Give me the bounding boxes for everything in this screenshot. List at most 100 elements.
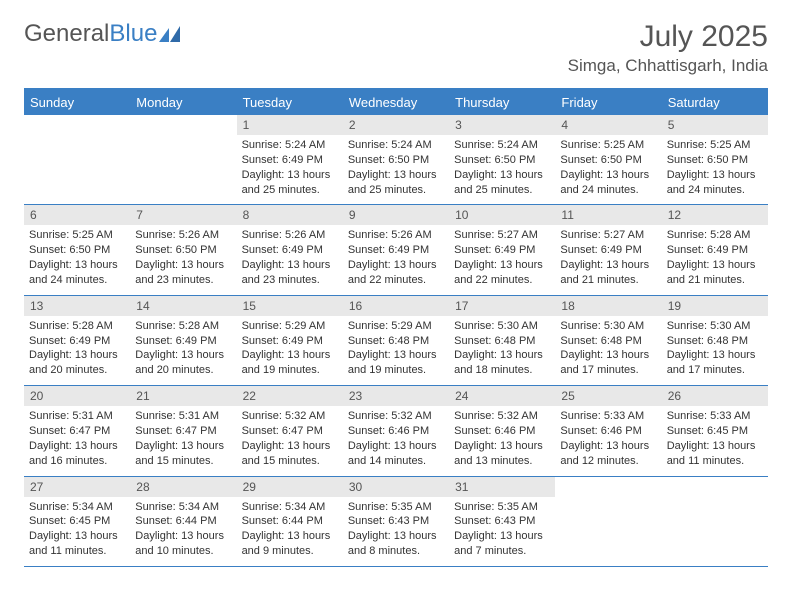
day-ss: Sunset: 6:49 PM — [242, 243, 338, 258]
day-ss: Sunset: 6:48 PM — [667, 334, 763, 349]
day-sr: Sunrise: 5:32 AM — [348, 409, 444, 424]
day-ss: Sunset: 6:44 PM — [135, 514, 231, 529]
day-content — [24, 135, 130, 204]
day-d1: Daylight: 13 hours — [29, 529, 125, 544]
day-d1: Daylight: 13 hours — [29, 258, 125, 273]
day-content: Sunrise: 5:28 AMSunset: 6:49 PMDaylight:… — [24, 316, 130, 385]
day-content: Sunrise: 5:25 AMSunset: 6:50 PMDaylight:… — [24, 225, 130, 294]
day-content: Sunrise: 5:33 AMSunset: 6:46 PMDaylight:… — [555, 406, 661, 475]
day-d2: and 24 minutes. — [667, 183, 763, 198]
day-ss: Sunset: 6:50 PM — [667, 153, 763, 168]
day-d2: and 21 minutes. — [560, 273, 656, 288]
day-d2: and 12 minutes. — [560, 454, 656, 469]
day-number: 3 — [449, 115, 555, 135]
logo-text-2: Blue — [109, 20, 157, 48]
day-d2: and 25 minutes. — [454, 183, 550, 198]
day-number: 28 — [130, 477, 236, 497]
calendar-week: 6789101112Sunrise: 5:25 AMSunset: 6:50 P… — [24, 205, 768, 295]
day-content: Sunrise: 5:31 AMSunset: 6:47 PMDaylight:… — [24, 406, 130, 475]
day-number: 30 — [343, 477, 449, 497]
day-header: Thursday — [449, 90, 555, 115]
day-sr: Sunrise: 5:30 AM — [667, 319, 763, 334]
day-number: 5 — [662, 115, 768, 135]
day-sr: Sunrise: 5:34 AM — [29, 500, 125, 515]
day-d2: and 19 minutes. — [242, 363, 338, 378]
day-number: 6 — [24, 205, 130, 225]
day-ss: Sunset: 6:50 PM — [560, 153, 656, 168]
day-sr: Sunrise: 5:33 AM — [667, 409, 763, 424]
day-d2: and 16 minutes. — [29, 454, 125, 469]
day-content: Sunrise: 5:30 AMSunset: 6:48 PMDaylight:… — [449, 316, 555, 385]
day-sr: Sunrise: 5:25 AM — [667, 138, 763, 153]
day-content: Sunrise: 5:32 AMSunset: 6:46 PMDaylight:… — [343, 406, 449, 475]
day-d1: Daylight: 13 hours — [135, 529, 231, 544]
day-ss: Sunset: 6:49 PM — [242, 334, 338, 349]
day-d1: Daylight: 13 hours — [454, 168, 550, 183]
day-sr: Sunrise: 5:26 AM — [135, 228, 231, 243]
day-sr: Sunrise: 5:28 AM — [29, 319, 125, 334]
day-d2: and 7 minutes. — [454, 544, 550, 559]
day-d1: Daylight: 13 hours — [667, 258, 763, 273]
day-content: Sunrise: 5:27 AMSunset: 6:49 PMDaylight:… — [449, 225, 555, 294]
day-number: 15 — [237, 296, 343, 316]
day-d1: Daylight: 13 hours — [667, 439, 763, 454]
day-content: Sunrise: 5:26 AMSunset: 6:49 PMDaylight:… — [237, 225, 343, 294]
day-header: Saturday — [662, 90, 768, 115]
day-number: 14 — [130, 296, 236, 316]
day-content: Sunrise: 5:34 AMSunset: 6:44 PMDaylight:… — [130, 497, 236, 566]
day-ss: Sunset: 6:48 PM — [454, 334, 550, 349]
day-number: 7 — [130, 205, 236, 225]
day-d2: and 23 minutes. — [135, 273, 231, 288]
day-d1: Daylight: 13 hours — [135, 439, 231, 454]
day-d1: Daylight: 13 hours — [242, 168, 338, 183]
day-sr: Sunrise: 5:33 AM — [560, 409, 656, 424]
day-ss: Sunset: 6:49 PM — [560, 243, 656, 258]
day-d1: Daylight: 13 hours — [242, 439, 338, 454]
day-d2: and 15 minutes. — [242, 454, 338, 469]
day-content: Sunrise: 5:24 AMSunset: 6:50 PMDaylight:… — [449, 135, 555, 204]
day-number-row: 6789101112 — [24, 205, 768, 225]
day-d2: and 11 minutes. — [29, 544, 125, 559]
day-content: Sunrise: 5:24 AMSunset: 6:50 PMDaylight:… — [343, 135, 449, 204]
day-number-row: 13141516171819 — [24, 296, 768, 316]
day-ss: Sunset: 6:43 PM — [454, 514, 550, 529]
day-number: 26 — [662, 386, 768, 406]
day-content: Sunrise: 5:28 AMSunset: 6:49 PMDaylight:… — [130, 316, 236, 385]
day-d1: Daylight: 13 hours — [667, 348, 763, 363]
day-d2: and 11 minutes. — [667, 454, 763, 469]
day-number: 24 — [449, 386, 555, 406]
day-d1: Daylight: 13 hours — [560, 168, 656, 183]
day-sr: Sunrise: 5:24 AM — [454, 138, 550, 153]
day-number: 21 — [130, 386, 236, 406]
day-number: 18 — [555, 296, 661, 316]
day-d1: Daylight: 13 hours — [242, 258, 338, 273]
day-number: 27 — [24, 477, 130, 497]
day-d2: and 17 minutes. — [667, 363, 763, 378]
day-d1: Daylight: 13 hours — [454, 258, 550, 273]
day-d2: and 20 minutes. — [135, 363, 231, 378]
day-d1: Daylight: 13 hours — [29, 439, 125, 454]
day-number-row: 12345 — [24, 115, 768, 135]
day-header: Monday — [130, 90, 236, 115]
day-d2: and 24 minutes. — [29, 273, 125, 288]
day-ss: Sunset: 6:49 PM — [135, 334, 231, 349]
day-content: Sunrise: 5:35 AMSunset: 6:43 PMDaylight:… — [343, 497, 449, 566]
day-d1: Daylight: 13 hours — [454, 439, 550, 454]
day-ss: Sunset: 6:50 PM — [135, 243, 231, 258]
day-sr: Sunrise: 5:30 AM — [454, 319, 550, 334]
day-content: Sunrise: 5:28 AMSunset: 6:49 PMDaylight:… — [662, 225, 768, 294]
title-block: July 2025 Simga, Chhattisgarh, India — [568, 20, 768, 76]
day-number-row: 2728293031 — [24, 477, 768, 497]
page-header: GeneralBlue July 2025 Simga, Chhattisgar… — [24, 20, 768, 76]
day-d1: Daylight: 13 hours — [135, 348, 231, 363]
day-d1: Daylight: 13 hours — [560, 348, 656, 363]
day-d1: Daylight: 13 hours — [348, 258, 444, 273]
day-d1: Daylight: 13 hours — [454, 529, 550, 544]
day-d2: and 22 minutes. — [348, 273, 444, 288]
day-ss: Sunset: 6:49 PM — [242, 153, 338, 168]
day-d1: Daylight: 13 hours — [348, 168, 444, 183]
day-header-row: Sunday Monday Tuesday Wednesday Thursday… — [24, 90, 768, 115]
day-sr: Sunrise: 5:28 AM — [135, 319, 231, 334]
day-d2: and 17 minutes. — [560, 363, 656, 378]
day-sr: Sunrise: 5:32 AM — [242, 409, 338, 424]
